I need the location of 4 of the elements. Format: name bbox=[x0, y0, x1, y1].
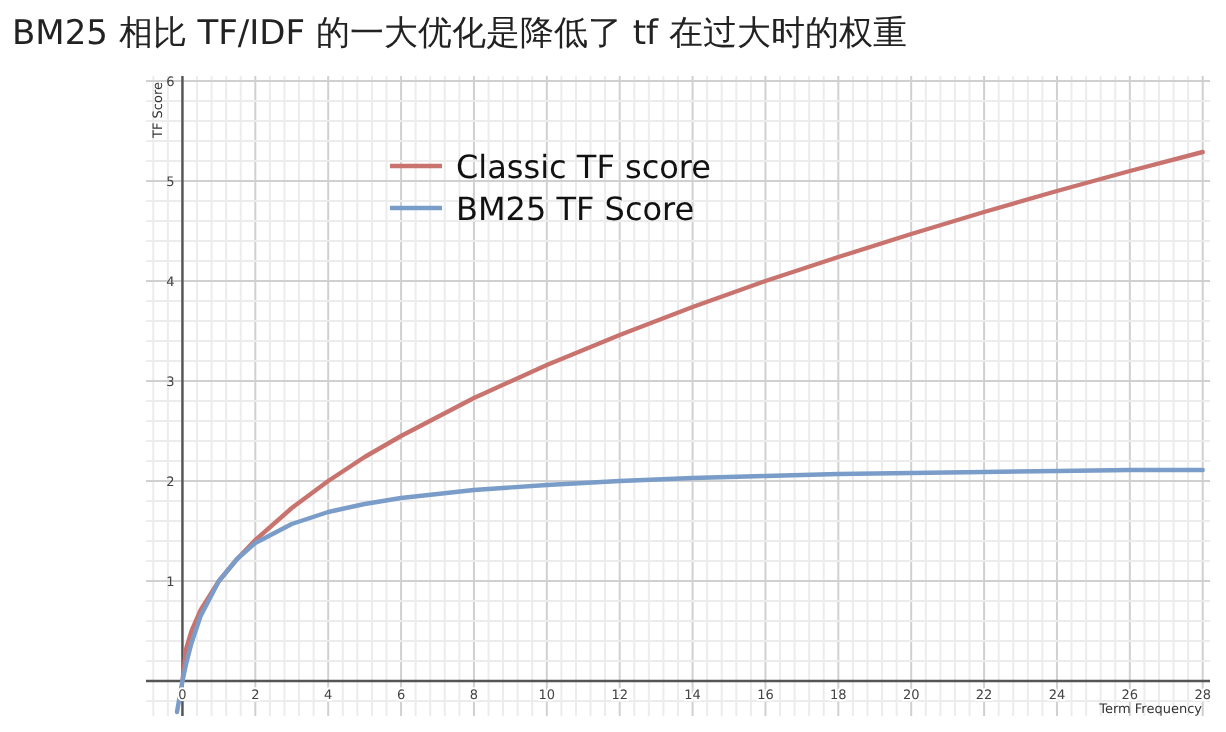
legend-label: Classic TF score bbox=[456, 148, 711, 186]
line-series bbox=[180, 149, 1205, 684]
chart-title: BM25 相比 TF/IDF 的一大优化是降低了 tf 在过大时的权重 bbox=[12, 14, 907, 54]
legend-label: BM25 TF Score bbox=[456, 190, 695, 228]
